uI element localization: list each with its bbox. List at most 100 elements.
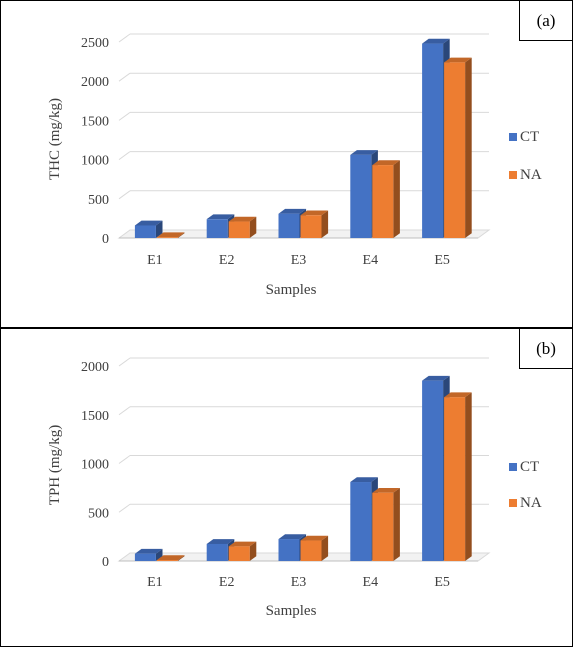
bar-top-face xyxy=(444,57,472,63)
bar-front-face xyxy=(372,492,394,561)
x-tick-label-b: E4 xyxy=(363,575,379,590)
bar-front-face xyxy=(444,62,466,238)
bar-side-face xyxy=(155,220,163,238)
bar-front-face xyxy=(300,215,322,238)
bar-front-face xyxy=(278,213,300,238)
bar-top-face xyxy=(278,208,307,214)
bar-front-face xyxy=(134,225,156,238)
y-tick-label-a: 500 xyxy=(88,193,109,208)
y-axis-title-b: TPH (mg/kg) xyxy=(47,425,63,505)
bar-na-e2-b xyxy=(228,541,257,561)
y-tick-label-b: 500 xyxy=(88,506,109,521)
bar-top-face xyxy=(372,160,400,166)
y-axis-title-a: THC (mg/kg) xyxy=(47,98,63,180)
plot-area-a: 0 500 1000 1500 2000 2500 E1 E2 E3 E4 E5 xyxy=(81,33,491,268)
legend-swatch-na-b xyxy=(509,499,517,507)
bar-front-face xyxy=(228,221,250,238)
tph-bar-chart: TPH (mg/kg) Samples CT NA 0 500 1000 1500 20… xyxy=(47,357,542,619)
bar-side-face xyxy=(321,535,329,561)
bar-top-face xyxy=(134,548,163,554)
y-tick-label-a: 0 xyxy=(102,232,109,247)
gridline-side-a xyxy=(118,33,131,43)
plot-area-b: 0 500 1000 1500 2000 E1 E2 E3 E4 E5 xyxy=(81,357,491,590)
x-tick-label-a: E1 xyxy=(147,253,163,268)
legend-a: CT NA xyxy=(509,129,542,183)
bar-ct-e1-a xyxy=(134,220,163,238)
bar-na-e1-a xyxy=(156,232,185,238)
bar-front-face xyxy=(156,560,178,561)
bar-front-face xyxy=(350,154,372,238)
x-tick-label-a: E4 xyxy=(363,253,379,268)
panel-label-b: (b) xyxy=(519,329,572,369)
bar-top-face xyxy=(422,38,450,44)
bar-top-face xyxy=(350,150,378,155)
bar-side-face xyxy=(177,232,185,238)
bar-front-face xyxy=(350,482,372,561)
legend-label-na-a: NA xyxy=(520,167,542,183)
bar-front-face xyxy=(228,546,250,561)
y-tick-label-a: 2000 xyxy=(81,75,109,90)
bar-front-face xyxy=(372,165,394,238)
bar-side-face xyxy=(177,555,185,561)
bar-top-face xyxy=(372,487,400,493)
x-tick-label-b: E2 xyxy=(219,575,235,590)
bar-na-e5-b xyxy=(444,392,472,561)
legend-swatch-ct-a xyxy=(509,133,517,141)
bar-front-face xyxy=(156,237,178,238)
bar-top-face xyxy=(156,232,185,238)
bar-front-face xyxy=(422,43,444,239)
chart-panel-b: (b) TPH (mg/kg) Samples CT NA 0 500 1000 15… xyxy=(0,328,573,647)
bar-side-face xyxy=(465,57,472,238)
bar-na-e1-b xyxy=(156,555,185,561)
x-axis-title-a: Samples xyxy=(266,282,317,298)
panel-label-a: (a) xyxy=(519,1,572,41)
y-tick-label-b: 1500 xyxy=(81,409,109,424)
bar-front-face xyxy=(206,543,228,561)
gridline-side-b xyxy=(118,503,131,513)
bar-side-face xyxy=(393,487,400,561)
bar-top-face xyxy=(228,541,257,547)
bar-top-face xyxy=(300,535,329,541)
gridline-side-b xyxy=(118,406,131,416)
bar-na-e2-a xyxy=(228,216,257,238)
bar-front-face xyxy=(206,219,228,238)
gridline-side-a xyxy=(118,111,131,121)
x-axis-title-b: Samples xyxy=(266,603,317,619)
gridline-side-a xyxy=(118,72,131,82)
y-tick-label-a: 1500 xyxy=(81,114,109,129)
bar-top-face xyxy=(134,220,163,226)
legend-swatch-na-a xyxy=(509,171,517,179)
bar-ct-e1-b xyxy=(134,548,163,561)
y-tick-label-b: 2000 xyxy=(81,360,109,375)
bar-side-face xyxy=(249,216,257,238)
y-tick-label-a: 1000 xyxy=(81,154,109,169)
bar-side-face xyxy=(393,160,400,238)
bar-front-face xyxy=(300,540,322,561)
x-tick-label-b: E3 xyxy=(291,575,307,590)
bar-na-e4-a xyxy=(372,160,400,238)
bar-top-face xyxy=(206,214,235,220)
x-tick-label-b: E5 xyxy=(434,575,450,590)
bar-na-e4-b xyxy=(372,487,400,561)
bar-top-face xyxy=(206,539,235,544)
gridline-side-a xyxy=(118,151,131,161)
bar-top-face xyxy=(300,210,329,216)
bar-top-face xyxy=(350,477,378,483)
legend-b: CT NA xyxy=(509,459,542,511)
chart-panel-a: (a) THC (mg/kg) Samples CT NA 0 500 1000 15… xyxy=(0,0,573,328)
bar-front-face xyxy=(134,553,156,561)
legend-label-ct-b: CT xyxy=(520,459,539,475)
gridline-side-b xyxy=(118,357,131,367)
thc-bar-chart: THC (mg/kg) Samples CT NA 0 500 1000 1500 20… xyxy=(47,33,542,298)
gridline-side-b xyxy=(118,455,131,464)
bar-side-face xyxy=(465,392,472,561)
bar-top-face xyxy=(156,555,185,561)
bar-top-face xyxy=(278,534,307,540)
bar-na-e3-b xyxy=(300,535,329,561)
legend-label-na-b: NA xyxy=(520,495,542,511)
y-tick-label-b: 1000 xyxy=(81,458,109,473)
bar-side-face xyxy=(155,548,163,561)
legend-label-ct-a: CT xyxy=(520,129,539,145)
x-tick-label-a: E5 xyxy=(434,253,450,268)
bar-front-face xyxy=(444,397,466,561)
